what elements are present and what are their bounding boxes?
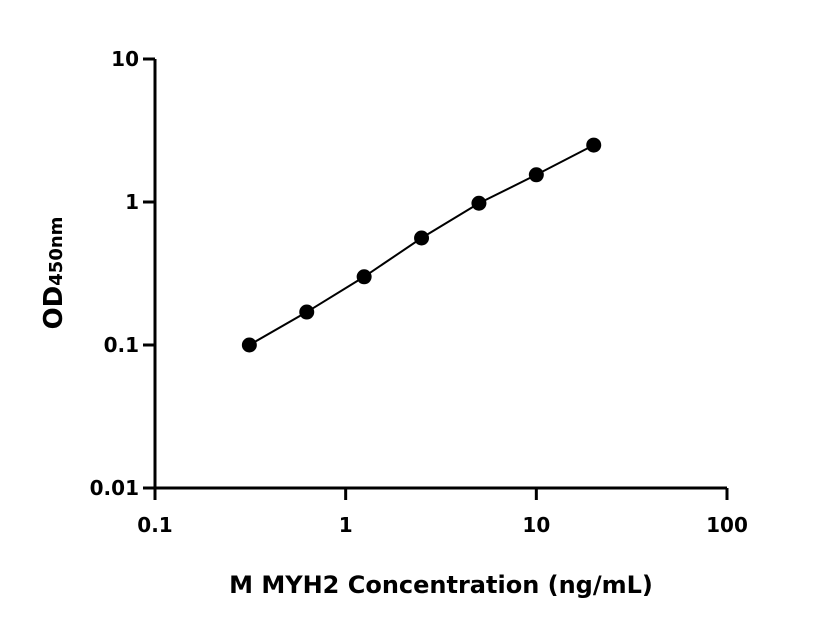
y-tick-label: 0.01: [90, 476, 139, 500]
x-tick-label: 1: [339, 513, 353, 537]
y-axis-label-sub: 450nm: [46, 217, 67, 286]
x-tick-label: 0.1: [137, 513, 172, 537]
y-tick-label: 0.1: [104, 333, 139, 357]
data-point: [356, 269, 372, 285]
y-tick-label: 1: [125, 190, 139, 214]
data-point: [471, 195, 487, 211]
y-axis-label: OD450nm: [39, 217, 69, 330]
data-point: [586, 137, 602, 153]
data-point: [414, 230, 430, 246]
axes: [153, 59, 727, 490]
x-tick-label: 100: [706, 513, 748, 537]
x-tick-label: 10: [522, 513, 550, 537]
data-point: [528, 167, 544, 183]
y-axis-label-main: OD: [39, 286, 69, 330]
data-points: [241, 137, 602, 353]
data-point: [299, 304, 315, 320]
data-point: [241, 337, 257, 353]
y-tick-label: 10: [111, 47, 139, 71]
ticks: 0.1 1 10 100 0.01 0.1 1 10: [90, 47, 748, 537]
x-axis-label: M MYH2 Concentration (ng/mL): [229, 571, 653, 599]
